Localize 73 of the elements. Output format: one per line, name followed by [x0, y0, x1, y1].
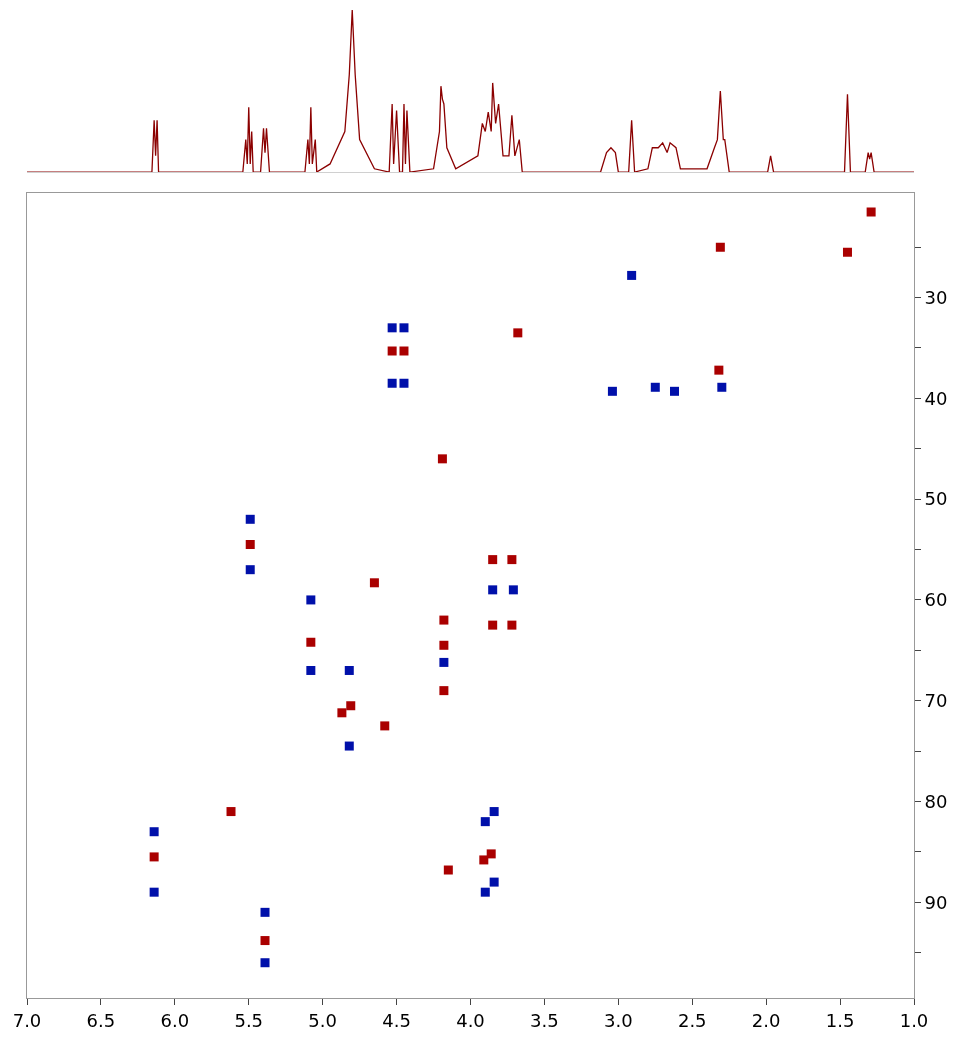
point [670, 386, 680, 396]
x-tick-label: 2.5 [677, 1009, 707, 1031]
x-tick-label: 3.5 [530, 1009, 559, 1031]
point [489, 877, 499, 887]
x-tick-label: 2.0 [751, 1009, 781, 1031]
x-tick-label: 1.0 [899, 1009, 929, 1031]
point [513, 328, 523, 338]
point [260, 936, 270, 946]
point [479, 855, 489, 865]
point [486, 849, 496, 859]
point [480, 887, 490, 897]
y-tick-label: 60 [924, 589, 948, 611]
point [387, 378, 397, 388]
x-tick-label: 6.0 [160, 1009, 190, 1031]
point [344, 741, 354, 751]
point [488, 555, 498, 565]
y-tick-label: 80 [924, 790, 948, 812]
x-tick-label: 4.0 [456, 1009, 485, 1031]
point [439, 686, 449, 696]
y-tick-label: 40 [924, 387, 948, 409]
point [260, 907, 270, 917]
point [387, 323, 397, 333]
point [842, 247, 852, 257]
point [488, 585, 498, 595]
x-tick-label: 4.5 [382, 1009, 411, 1031]
point [437, 454, 447, 464]
point [399, 323, 409, 333]
x-tick-label: 7.0 [12, 1009, 42, 1031]
point [226, 807, 236, 817]
point [507, 620, 517, 630]
y-tick-label: 50 [924, 488, 948, 510]
y-tick-label: 70 [924, 690, 948, 711]
x-tick-label: 5.0 [308, 1009, 337, 1031]
point [715, 242, 725, 252]
point [149, 887, 159, 897]
point [489, 807, 499, 817]
point [866, 207, 876, 217]
point [306, 637, 316, 647]
point [149, 827, 159, 837]
point [245, 540, 255, 549]
point [507, 555, 517, 565]
point [346, 701, 356, 711]
y-tick-label: 30 [924, 286, 948, 308]
point [443, 865, 453, 875]
point [439, 615, 449, 625]
point [380, 721, 390, 731]
point [387, 346, 397, 356]
point [607, 386, 617, 396]
point [306, 595, 316, 605]
point [399, 346, 409, 356]
point [439, 657, 449, 667]
x-tick-label: 6.5 [86, 1009, 116, 1031]
y-tick-label: 90 [924, 891, 948, 913]
point [306, 665, 316, 675]
point [480, 817, 490, 827]
point [627, 270, 637, 280]
point [149, 852, 159, 862]
x-tick-label: 3.0 [604, 1009, 633, 1031]
point [439, 640, 449, 650]
point [260, 958, 270, 968]
point [650, 382, 660, 392]
point [399, 378, 409, 388]
point [245, 565, 255, 575]
point [369, 578, 379, 588]
point [508, 585, 518, 595]
point [488, 620, 498, 630]
point [717, 382, 727, 392]
point [337, 708, 347, 718]
point [245, 514, 255, 524]
point [714, 365, 724, 375]
x-tick-label: 1.5 [825, 1009, 855, 1031]
x-tick-label: 5.5 [234, 1009, 264, 1031]
point [344, 665, 354, 675]
